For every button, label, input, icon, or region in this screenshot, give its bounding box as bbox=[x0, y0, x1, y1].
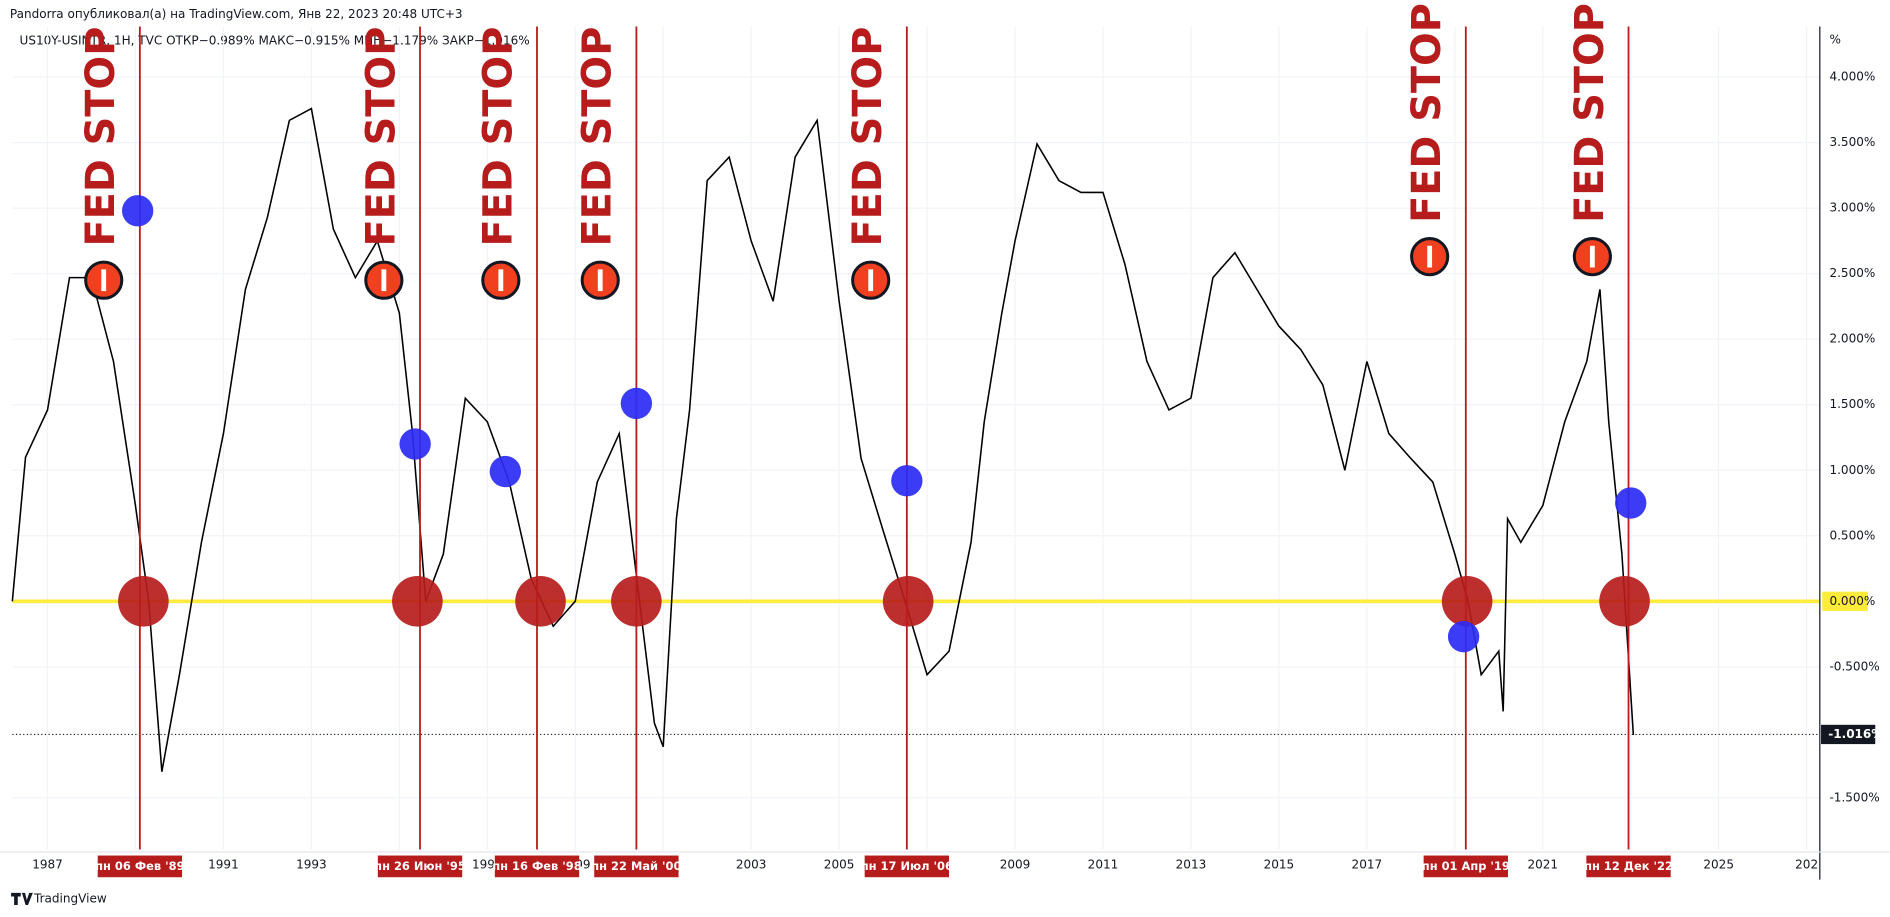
event-date-box bbox=[377, 855, 463, 878]
red-marker bbox=[118, 576, 169, 627]
fed-stop-annotation: FED STOP bbox=[1404, 3, 1450, 223]
x-tick-label: 2021 bbox=[1527, 858, 1558, 872]
x-tick-label: 1993 bbox=[296, 858, 327, 872]
alert-icon bbox=[1572, 237, 1612, 277]
event-date-box bbox=[864, 855, 950, 878]
y-unit: % bbox=[1829, 32, 1840, 46]
alert-icon bbox=[851, 260, 891, 300]
alert-icon-bar bbox=[498, 269, 504, 292]
y-tick-label: 1.500% bbox=[1829, 397, 1875, 411]
event-date-label: пн 17 Июл '06 bbox=[861, 859, 953, 873]
event-date-box bbox=[494, 855, 580, 878]
alert-icon bbox=[1410, 237, 1450, 277]
x-tick-label: 2011 bbox=[1088, 858, 1119, 872]
footer-logo bbox=[11, 892, 33, 905]
y-tick-label: 0.500% bbox=[1829, 528, 1875, 542]
price-line bbox=[11, 107, 1635, 772]
event-date-box bbox=[1423, 855, 1508, 878]
red-marker bbox=[1441, 576, 1493, 627]
fed-stop-annotation: FED STOP bbox=[575, 27, 621, 247]
y-tick-label: -1.500% bbox=[1829, 790, 1879, 804]
red-marker bbox=[515, 576, 566, 627]
header: Pandorra опубликовал(а) на TradingView.c… bbox=[10, 7, 463, 21]
fed-stop-annotation: FED STOP bbox=[358, 27, 404, 247]
event-date-box bbox=[97, 855, 183, 878]
x-tick-label: 2005 bbox=[824, 858, 855, 872]
event-date-label: пн 22 Май '00 bbox=[591, 859, 681, 873]
x-tick-label: 202 bbox=[1795, 858, 1818, 872]
y-tick-label: 2.500% bbox=[1829, 266, 1875, 280]
event-date-label: пн 16 Фев '98 bbox=[492, 859, 581, 873]
red-marker bbox=[882, 576, 934, 627]
y-tick-label: -0.500% bbox=[1829, 659, 1879, 673]
fed-stop-annotation: FED STOP bbox=[78, 27, 124, 247]
y-tick-label: 3.500% bbox=[1829, 135, 1875, 149]
event-date-label: пн 12 Дек '22 bbox=[1584, 859, 1673, 873]
y-tick-label: 1.000% bbox=[1829, 463, 1875, 477]
alert-icon-bar bbox=[597, 269, 603, 292]
x-tick-label: 2009 bbox=[1000, 858, 1031, 872]
plot: FED STOP FED STOP FED STOP FED STOP FED STOP… bbox=[11, 3, 1820, 850]
blue-marker bbox=[1615, 487, 1647, 519]
event-date-box bbox=[594, 855, 679, 878]
last-price-box bbox=[1821, 724, 1876, 745]
blue-marker bbox=[122, 195, 154, 227]
fed-stop-annotation: FED STOP bbox=[475, 27, 521, 247]
fed-stop-annotation: FED STOP bbox=[845, 27, 891, 247]
blue-marker bbox=[399, 428, 431, 460]
red-marker bbox=[611, 576, 662, 627]
alert-icon bbox=[580, 260, 620, 300]
alert-icon-bar bbox=[381, 269, 387, 292]
zero-label-box bbox=[1822, 591, 1869, 611]
fed-stop-annotation: FED STOP bbox=[1567, 3, 1613, 223]
x-tick-label: 2017 bbox=[1352, 858, 1383, 872]
event-date-label: пн 26 Июн '95 bbox=[374, 859, 466, 873]
x-tick-label: 2015 bbox=[1264, 858, 1295, 872]
x-tick-label: 1987 bbox=[32, 858, 63, 872]
legend-title: US10Y-USINTR, 1H, TVC ОТКР−0.989% МАКС−0… bbox=[20, 33, 530, 47]
x-tick-label: 2003 bbox=[736, 858, 767, 872]
event-date-box bbox=[1586, 855, 1671, 878]
y-tick-label: 3.000% bbox=[1829, 201, 1875, 215]
alert-icon bbox=[84, 260, 124, 300]
x-tick-label: 1991 bbox=[208, 858, 239, 872]
y-tick-label: 4.000% bbox=[1829, 70, 1875, 84]
alert-icon bbox=[481, 260, 521, 300]
alert-icon-bar bbox=[1589, 245, 1595, 268]
alert-icon-bar bbox=[1427, 245, 1433, 268]
x-tick-label: 2013 bbox=[1176, 858, 1207, 872]
blue-marker bbox=[489, 455, 521, 488]
alert-icon-bar bbox=[101, 269, 107, 292]
alert-icon-bar bbox=[868, 269, 874, 292]
blue-marker bbox=[1447, 621, 1480, 653]
footer: TradingView bbox=[33, 891, 107, 905]
red-marker bbox=[1599, 576, 1650, 627]
last-price-label: -1.016% bbox=[1828, 727, 1883, 741]
zero-label: 0.000% bbox=[1829, 594, 1875, 608]
blue-marker bbox=[891, 465, 923, 497]
alert-icon bbox=[364, 260, 404, 300]
y-tick-label: 2.000% bbox=[1829, 332, 1875, 346]
blue-marker bbox=[620, 387, 653, 420]
event-date-label: пн 06 Фев '89 bbox=[95, 859, 184, 873]
event-date-label: пн 01 Апр '19 bbox=[1422, 859, 1510, 873]
red-marker bbox=[392, 576, 443, 627]
x-tick-label: 2025 bbox=[1703, 858, 1734, 872]
